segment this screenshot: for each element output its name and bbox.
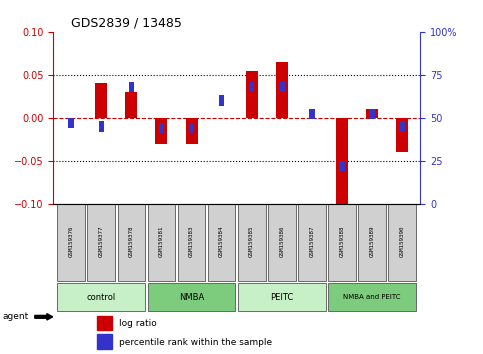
Bar <box>159 123 164 133</box>
Bar <box>339 161 345 171</box>
Bar <box>97 316 112 330</box>
FancyBboxPatch shape <box>148 283 236 312</box>
Bar <box>95 84 107 118</box>
FancyBboxPatch shape <box>57 283 145 312</box>
Bar <box>336 118 348 208</box>
Bar <box>276 62 288 118</box>
Text: control: control <box>86 293 116 302</box>
Text: GSM159378: GSM159378 <box>129 225 134 257</box>
FancyBboxPatch shape <box>178 205 205 281</box>
FancyBboxPatch shape <box>208 205 236 281</box>
Bar <box>69 118 74 128</box>
FancyBboxPatch shape <box>268 205 296 281</box>
Text: PEITC: PEITC <box>270 293 294 302</box>
FancyBboxPatch shape <box>328 205 356 281</box>
Bar <box>156 118 168 143</box>
Bar <box>396 118 408 152</box>
Bar <box>366 109 378 118</box>
Bar <box>246 70 258 118</box>
Bar <box>249 82 255 92</box>
Text: GSM159390: GSM159390 <box>399 225 405 257</box>
Text: GSM159377: GSM159377 <box>99 225 104 257</box>
Text: percentile rank within the sample: percentile rank within the sample <box>119 338 272 347</box>
Bar <box>99 121 104 131</box>
Bar <box>97 334 112 349</box>
Bar <box>189 123 194 133</box>
FancyBboxPatch shape <box>148 205 175 281</box>
FancyBboxPatch shape <box>238 205 266 281</box>
Bar <box>369 109 375 120</box>
Bar <box>399 121 405 131</box>
Text: agent: agent <box>2 312 28 321</box>
Bar <box>185 118 198 143</box>
Text: NMBA: NMBA <box>179 293 204 302</box>
FancyBboxPatch shape <box>298 205 326 281</box>
FancyBboxPatch shape <box>117 205 145 281</box>
Bar <box>309 109 314 120</box>
Text: GSM159386: GSM159386 <box>279 225 284 257</box>
Text: GSM159384: GSM159384 <box>219 225 224 257</box>
Bar <box>219 96 224 106</box>
Text: NMBA and PEITC: NMBA and PEITC <box>343 295 401 300</box>
Text: log ratio: log ratio <box>119 319 157 328</box>
Text: GSM159387: GSM159387 <box>310 225 314 257</box>
Text: GSM159388: GSM159388 <box>340 225 344 257</box>
Bar <box>279 82 284 92</box>
Text: GSM159389: GSM159389 <box>369 225 375 257</box>
FancyBboxPatch shape <box>388 205 416 281</box>
Text: GSM159385: GSM159385 <box>249 225 254 257</box>
FancyBboxPatch shape <box>328 283 416 312</box>
FancyBboxPatch shape <box>57 205 85 281</box>
Text: GDS2839 / 13485: GDS2839 / 13485 <box>71 16 183 29</box>
Text: GSM159376: GSM159376 <box>69 225 74 257</box>
FancyBboxPatch shape <box>238 283 326 312</box>
FancyBboxPatch shape <box>358 205 386 281</box>
Text: GSM159383: GSM159383 <box>189 225 194 257</box>
Bar <box>128 82 134 92</box>
Bar <box>126 92 137 118</box>
FancyBboxPatch shape <box>87 205 115 281</box>
Text: GSM159381: GSM159381 <box>159 225 164 257</box>
